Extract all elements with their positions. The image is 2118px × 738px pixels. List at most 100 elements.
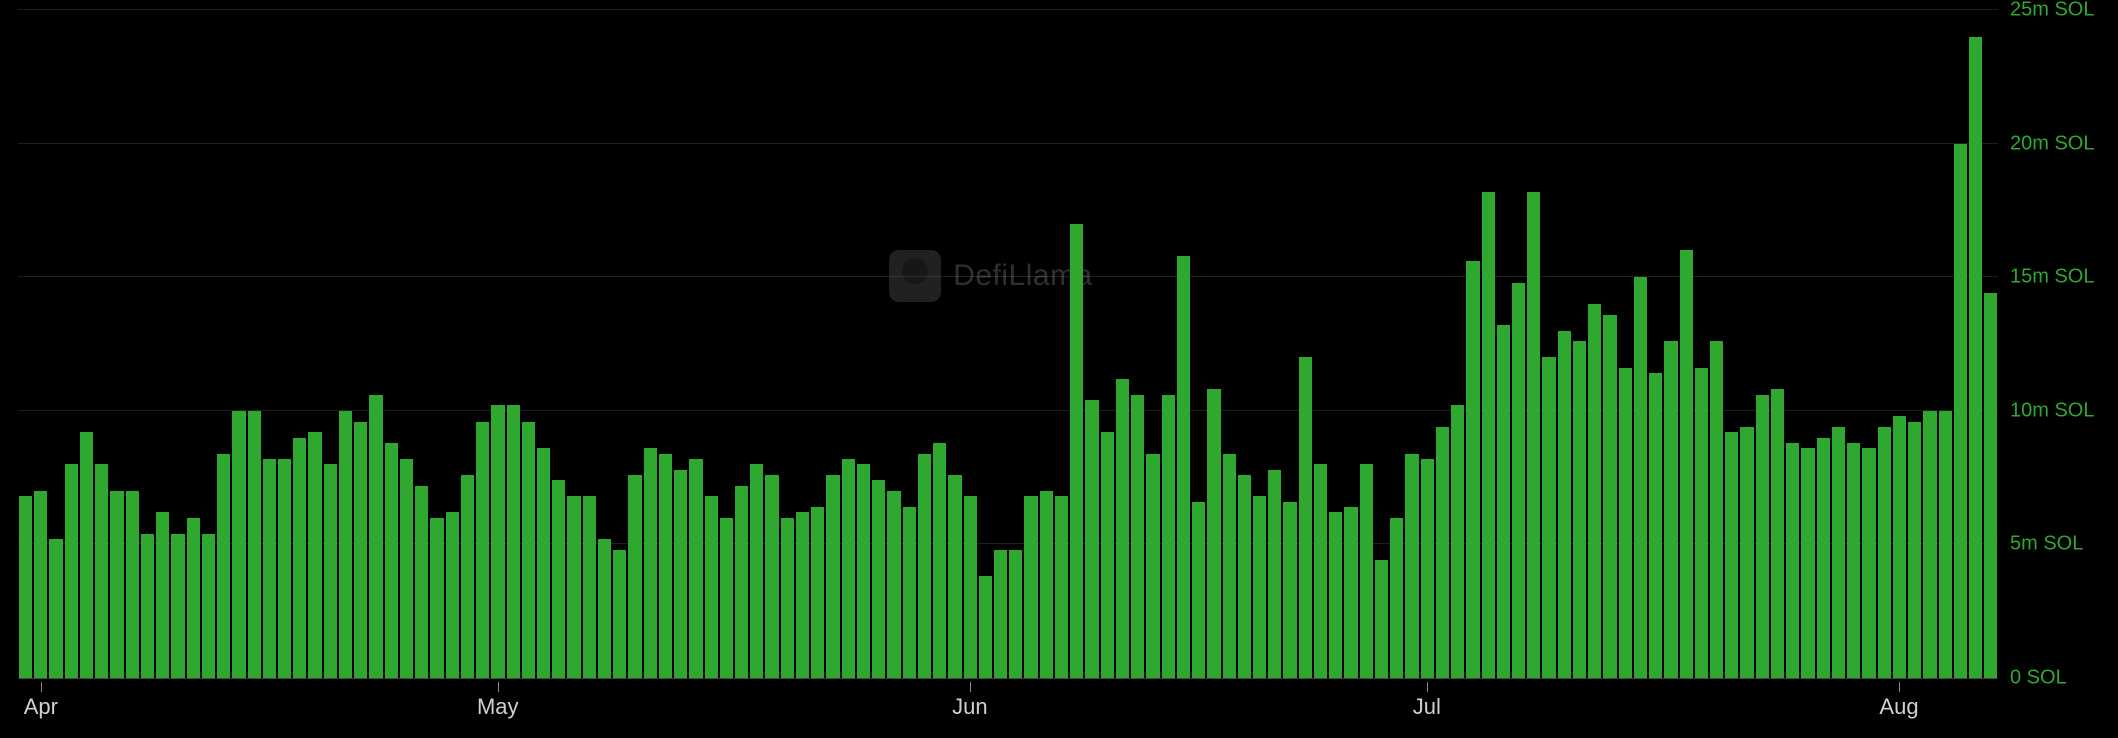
bar — [1497, 325, 1510, 678]
bar — [1862, 448, 1875, 678]
bar — [872, 480, 885, 678]
bar — [1634, 277, 1647, 678]
bar — [339, 411, 352, 678]
bar — [1482, 192, 1495, 678]
bar — [1024, 496, 1037, 678]
bar — [65, 464, 78, 678]
x-axis-label: Jun — [952, 694, 987, 720]
bar — [1908, 422, 1921, 679]
bar — [1710, 341, 1723, 678]
bar — [1207, 389, 1220, 678]
bar — [293, 438, 306, 678]
bar — [400, 459, 413, 678]
x-axis-label: Aug — [1879, 694, 1918, 720]
bar — [750, 464, 763, 678]
bar — [1329, 512, 1342, 678]
bar — [1680, 250, 1693, 678]
bar — [126, 491, 139, 678]
bar — [507, 405, 520, 678]
bar — [994, 550, 1007, 678]
bar — [1740, 427, 1753, 678]
bar — [1009, 550, 1022, 678]
bar — [1162, 395, 1175, 678]
bar — [415, 486, 428, 678]
bar — [567, 496, 580, 678]
x-axis-tick — [970, 682, 971, 692]
bars-container — [18, 10, 1998, 678]
bar — [1390, 518, 1403, 678]
x-axis-baseline — [18, 678, 1998, 679]
bar — [918, 454, 931, 678]
bar — [1421, 459, 1434, 678]
y-axis-label: 0 SOL — [2010, 667, 2067, 690]
bar — [1055, 496, 1068, 678]
bar — [887, 491, 900, 678]
bar — [1268, 470, 1281, 678]
bar — [720, 518, 733, 678]
bar — [34, 491, 47, 678]
bar — [1542, 357, 1555, 678]
bar — [1085, 400, 1098, 678]
bar — [1695, 368, 1708, 678]
y-axis-label: 10m SOL — [2010, 399, 2094, 422]
bar — [1070, 224, 1083, 678]
bar — [933, 443, 946, 678]
bar — [948, 475, 961, 678]
x-axis: AprMayJunJulAug — [18, 682, 1998, 732]
bar — [324, 464, 337, 678]
bar — [735, 486, 748, 678]
bar — [1588, 304, 1601, 678]
bar — [476, 422, 489, 679]
bar — [1725, 432, 1738, 678]
bar — [826, 475, 839, 678]
bar — [598, 539, 611, 678]
bar — [583, 496, 596, 678]
bar — [308, 432, 321, 678]
bar — [187, 518, 200, 678]
bar — [1146, 454, 1159, 678]
bar — [1832, 427, 1845, 678]
plot-area: DefiLlama — [18, 10, 1998, 678]
bar — [1116, 379, 1129, 678]
bar — [141, 534, 154, 678]
bar — [171, 534, 184, 678]
bar — [552, 480, 565, 678]
bar — [1223, 454, 1236, 678]
bar — [842, 459, 855, 678]
bar — [1893, 416, 1906, 678]
bar — [1664, 341, 1677, 678]
bar — [1756, 395, 1769, 678]
bar — [1466, 261, 1479, 678]
bar — [1360, 464, 1373, 678]
y-axis-label: 15m SOL — [2010, 266, 2094, 289]
sol-volume-bar-chart: DefiLlama 0 SOL5m SOL10m SOL15m SOL20m S… — [0, 0, 2118, 738]
bar — [80, 432, 93, 678]
bar — [689, 459, 702, 678]
bar — [491, 405, 504, 678]
bar — [705, 496, 718, 678]
bar — [1314, 464, 1327, 678]
bar — [1192, 502, 1205, 678]
bar — [1238, 475, 1251, 678]
bar — [628, 475, 641, 678]
bar — [903, 507, 916, 678]
bar — [217, 454, 230, 678]
bar — [156, 512, 169, 678]
bar — [1299, 357, 1312, 678]
bar — [537, 448, 550, 678]
bar — [1344, 507, 1357, 678]
bar — [644, 448, 657, 678]
bar — [461, 475, 474, 678]
bar — [202, 534, 215, 678]
y-axis-label: 25m SOL — [2010, 0, 2094, 22]
bar — [1984, 293, 1997, 678]
bar — [964, 496, 977, 678]
bar — [110, 491, 123, 678]
bar — [1283, 502, 1296, 678]
bar — [1375, 560, 1388, 678]
bar — [1451, 405, 1464, 678]
bar — [1771, 389, 1784, 678]
x-axis-label: May — [477, 694, 519, 720]
bar — [1954, 144, 1967, 678]
bar — [1040, 491, 1053, 678]
